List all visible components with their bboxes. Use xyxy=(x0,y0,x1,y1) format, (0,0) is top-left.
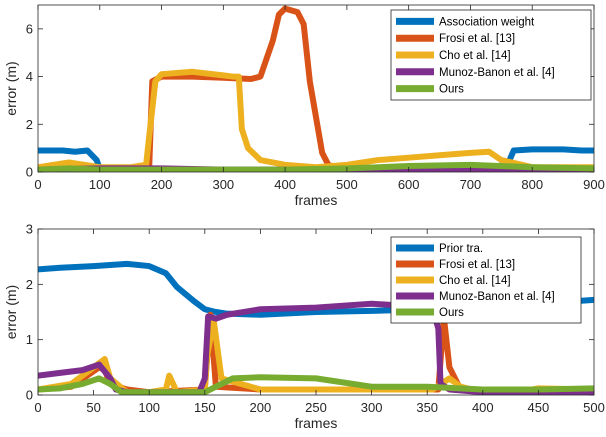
chart-1: 0 100 200 300 400 500 600 700 800 900 0 2 4 6 frames er… xyxy=(3,4,605,208)
x-tick-label: 400 xyxy=(274,177,296,192)
legend: Association weight Frosi et al. [13] Cho e… xyxy=(390,9,592,101)
legend-label: Ours xyxy=(439,84,464,96)
x-tick-label: 100 xyxy=(89,177,111,192)
x-tick-label: 200 xyxy=(250,400,272,415)
x-tick-label: 500 xyxy=(336,177,358,192)
y-tick-label: 4 xyxy=(26,69,33,84)
x-tick-label: 300 xyxy=(212,177,234,192)
x-axis-label: frames xyxy=(295,192,338,208)
x-tick-label: 100 xyxy=(138,400,160,415)
legend: Prior tra. Frosi et al. [13] Cho et al. [1… xyxy=(390,236,582,324)
y-tick-label: 6 xyxy=(26,21,33,36)
y-tick-label: 0 xyxy=(26,165,33,180)
y-tick-label: 0 xyxy=(26,388,33,403)
y-tick-label: 3 xyxy=(26,222,33,237)
legend-label: Cho et al. [14] xyxy=(439,275,511,287)
x-tick-label: 400 xyxy=(472,400,494,415)
legend-label: Prior tra. xyxy=(439,243,483,255)
x-tick-label: 900 xyxy=(583,177,605,192)
chart-2: 0 50 100 150 200 250 300 350 400 450 500 0 1 2 3 frames… xyxy=(3,222,605,432)
series-line-5 xyxy=(38,374,594,395)
x-tick-label: 700 xyxy=(460,177,482,192)
y-axis-label: error (m) xyxy=(3,285,19,339)
y-axis-label: error (m) xyxy=(3,61,19,115)
x-tick-label: 150 xyxy=(194,400,216,415)
legend-label: Ours xyxy=(439,307,464,319)
legend-label: Association weight xyxy=(439,16,535,28)
x-tick-label: 800 xyxy=(521,177,543,192)
legend-label: Munoz-Banon et al. [4] xyxy=(439,291,555,303)
y-tick-label: 1 xyxy=(26,332,33,347)
x-tick-label: 50 xyxy=(86,400,100,415)
legend-label: Frosi et al. [13] xyxy=(439,259,515,271)
x-tick-label: 450 xyxy=(528,400,550,415)
x-tick-label: 300 xyxy=(361,400,383,415)
y-tick-label: 2 xyxy=(26,277,33,292)
x-tick-label: 250 xyxy=(305,400,327,415)
axes-box xyxy=(37,4,595,173)
x-tick-label: 600 xyxy=(398,177,420,192)
legend-label: Munoz-Banon et al. [4] xyxy=(439,67,555,79)
x-tick-label: 350 xyxy=(416,400,438,415)
legend-label: Cho et al. [14] xyxy=(439,50,511,62)
x-tick-label: 200 xyxy=(151,177,173,192)
legend-label: Frosi et al. [13] xyxy=(439,33,515,45)
x-tick-label: 500 xyxy=(583,400,605,415)
x-tick-label: 0 xyxy=(34,177,41,192)
x-tick-label: 0 xyxy=(34,400,41,415)
y-tick-label: 2 xyxy=(26,117,33,132)
series-line-3 xyxy=(38,68,594,171)
x-axis-label: frames xyxy=(295,415,338,431)
